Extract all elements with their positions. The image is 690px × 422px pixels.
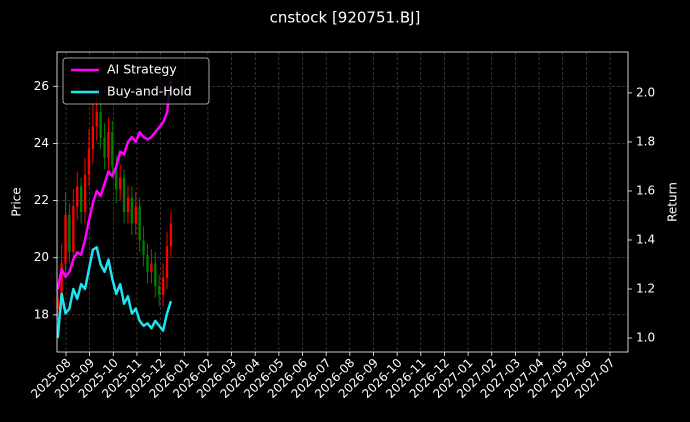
y2-tick-label: 1.8 <box>636 134 655 148</box>
y-tick-label: 22 <box>34 193 49 207</box>
chart-title: cnstock [920751.BJ] <box>270 9 421 27</box>
candle-body <box>99 112 102 138</box>
candle-body <box>115 166 118 190</box>
candle-body <box>158 286 161 295</box>
return-line <box>56 246 173 339</box>
candle-body <box>122 177 126 212</box>
candle-body <box>161 277 165 295</box>
candle-body <box>83 174 87 212</box>
candle-body <box>95 112 98 127</box>
candle-body <box>126 197 130 212</box>
return-line <box>56 80 173 290</box>
candle-body <box>150 263 153 272</box>
y-tick-label: 18 <box>34 307 49 321</box>
candle-body <box>130 197 134 224</box>
candle-body <box>154 263 157 287</box>
candle-body <box>72 206 75 252</box>
legend-label: Buy-and-Hold <box>107 84 192 99</box>
candle-body <box>103 137 106 158</box>
legend-box <box>62 57 210 105</box>
y2-tick-label: 2.0 <box>636 85 655 99</box>
y2-tick-label: 1.6 <box>636 183 655 197</box>
candle-body <box>64 214 67 264</box>
y2-tick-label: 1.4 <box>636 232 655 246</box>
y2-tick-label: 1.2 <box>636 282 655 296</box>
candle-body <box>91 126 95 150</box>
y2-axis-label: Return <box>666 182 680 222</box>
y-tick-label: 20 <box>34 250 49 264</box>
plot-frame <box>56 51 629 353</box>
candle-body <box>76 186 79 207</box>
candle-body <box>60 263 63 298</box>
candle-body <box>142 240 145 255</box>
candle-body <box>134 206 137 224</box>
candle-body <box>79 186 83 212</box>
legend-label: AI Strategy <box>107 62 177 77</box>
candle-body <box>146 254 149 272</box>
candle-body <box>118 177 122 190</box>
candle-body <box>169 223 173 247</box>
candle-body <box>68 214 71 252</box>
y2-tick-label: 1.0 <box>636 331 655 345</box>
candle-body <box>111 132 114 167</box>
candle-body <box>87 149 91 175</box>
candle-body <box>107 132 110 158</box>
candle-body <box>138 206 141 241</box>
y-axis-label: Price <box>10 187 24 216</box>
y-tick-label: 24 <box>34 136 49 150</box>
y-tick-label: 26 <box>34 79 49 93</box>
candle-body <box>56 297 59 310</box>
candle-body <box>165 246 169 278</box>
